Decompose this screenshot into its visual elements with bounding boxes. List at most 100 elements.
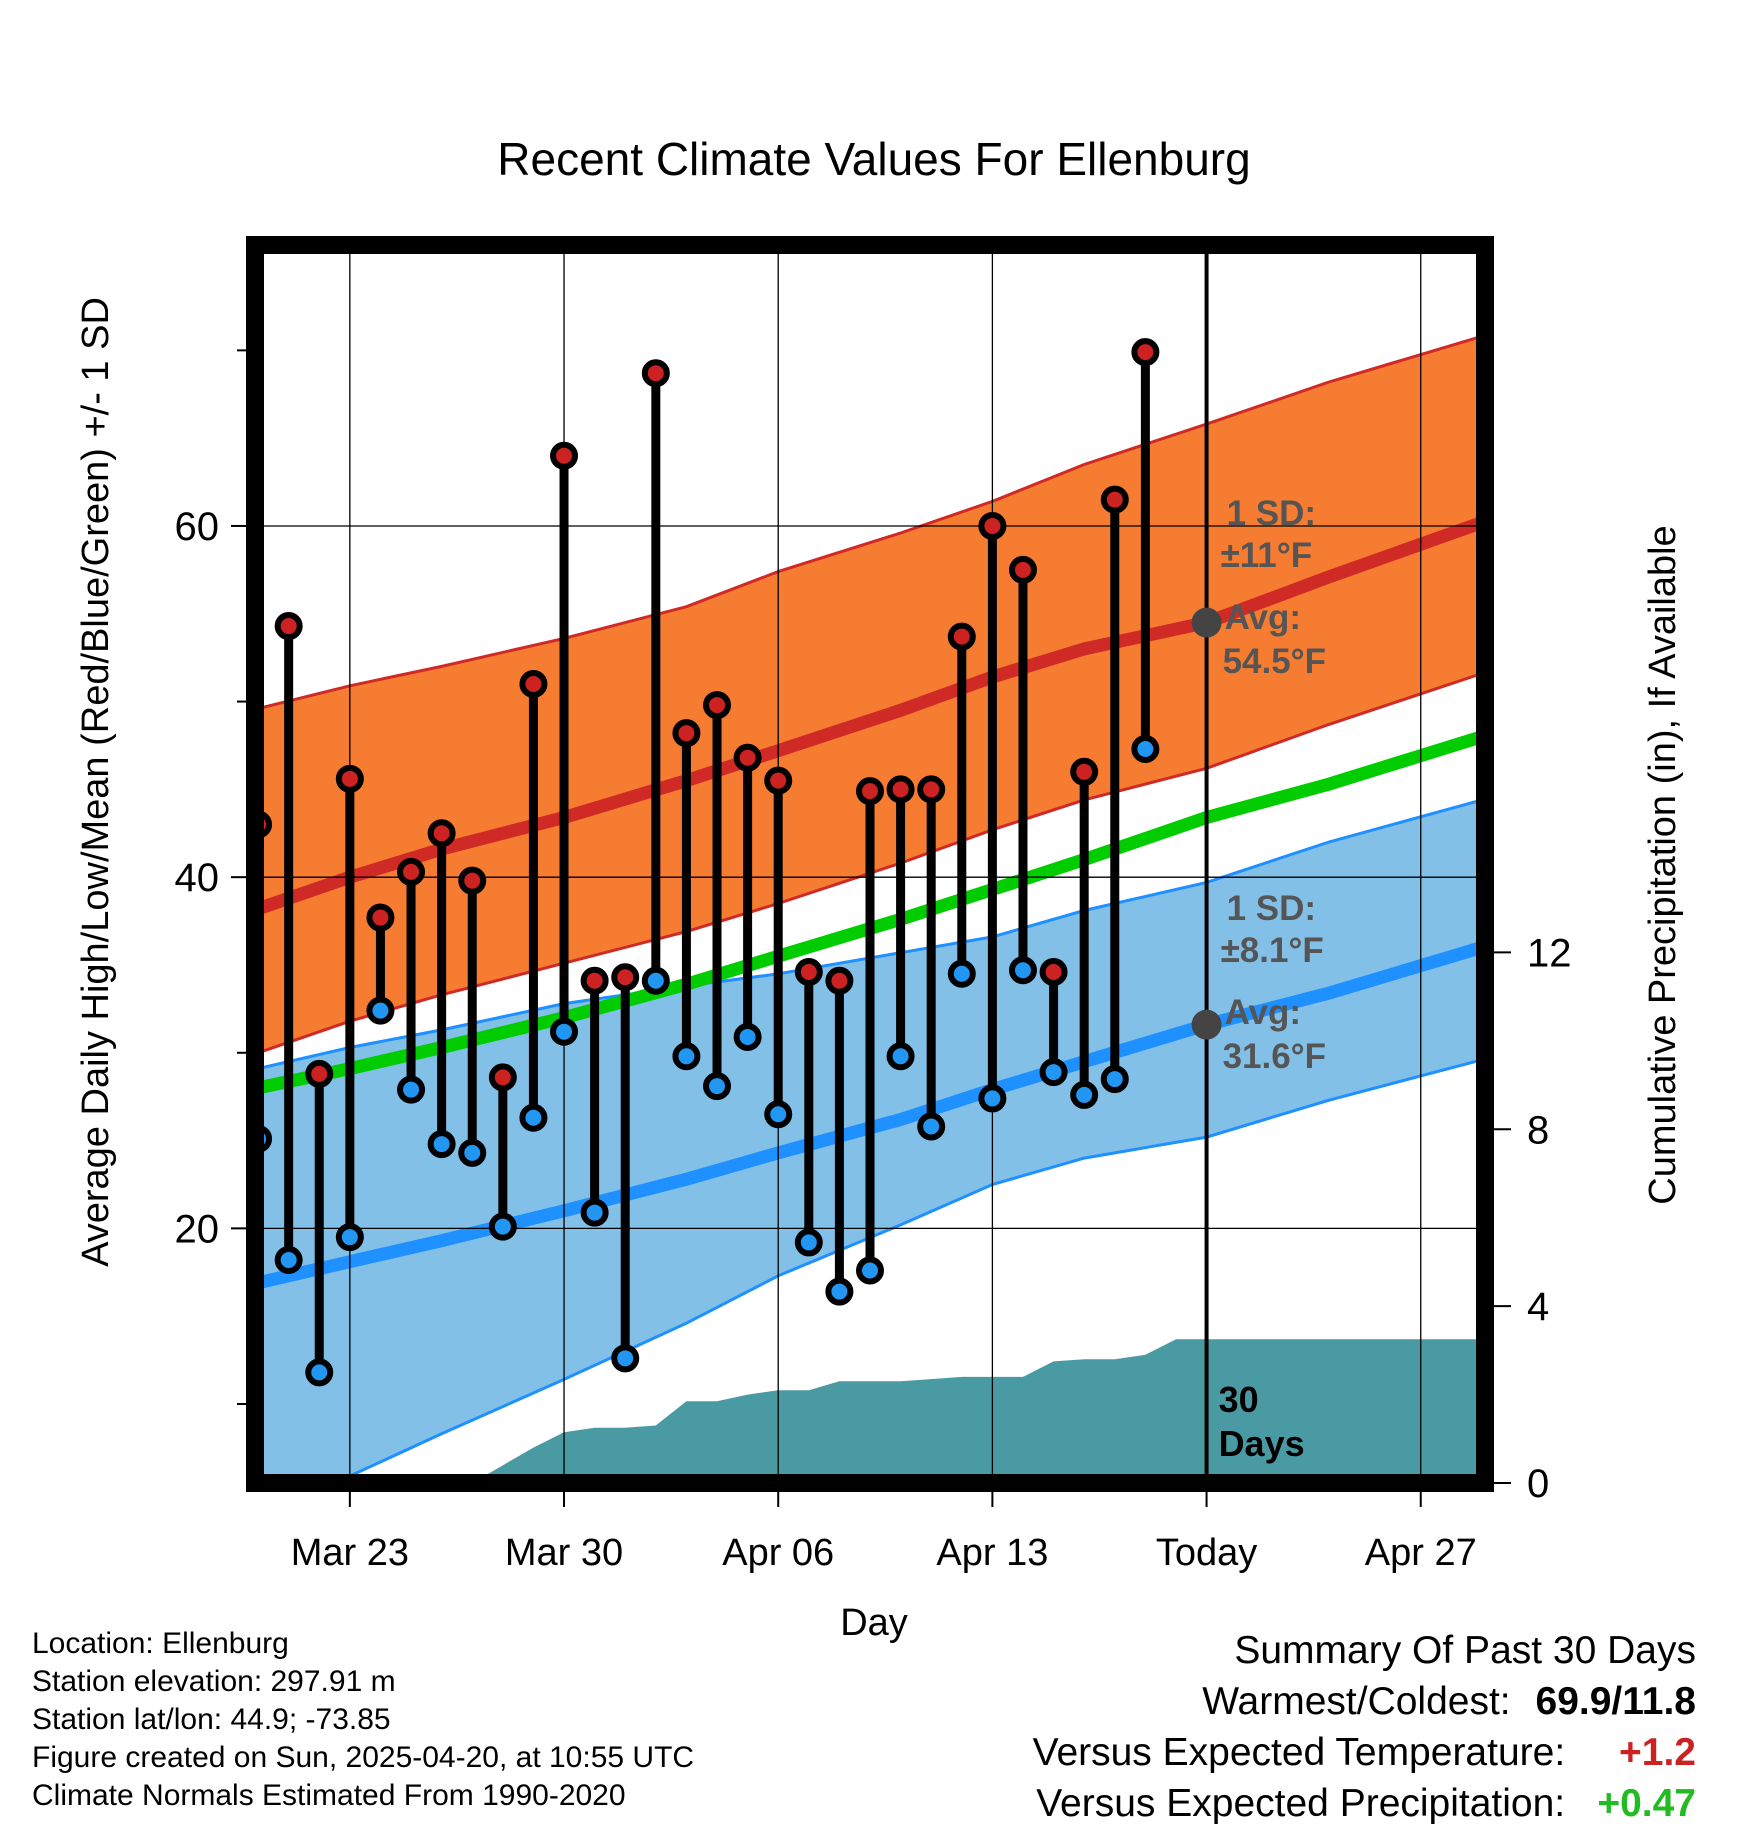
today-high-avg-point — [1191, 607, 1222, 638]
daily-high-point — [886, 775, 915, 804]
daily-low-point — [1008, 956, 1037, 985]
created-text: Figure created on Sun, 2025-04-20, at 10… — [32, 1741, 695, 1774]
x-axis-label: Day — [840, 1602, 908, 1644]
daily-low-point — [1039, 1058, 1068, 1087]
today-low-avg-point — [1191, 1009, 1222, 1040]
high-avg-line — [255, 516, 1485, 915]
daily-high-point — [458, 866, 487, 895]
daily-low-point — [580, 1198, 609, 1227]
daily-low-point — [764, 1100, 793, 1129]
low-annotation-sd-label: 1 SD: — [1227, 889, 1316, 928]
x-tick-label: Mar 23 — [291, 1532, 409, 1574]
warmest-value: 69.9/11.8 — [1535, 1680, 1697, 1723]
mean-avg-line — [256, 730, 1484, 1095]
daily-high-point — [611, 963, 640, 992]
summary-panel: Summary Of Past 30 Days Warmest/Coldest:… — [1033, 1625, 1696, 1829]
warmest-label: Warmest/Coldest: — [1202, 1680, 1511, 1723]
daily-low-point — [611, 1344, 640, 1373]
daily-low-point — [886, 1042, 915, 1071]
daily-low-point — [641, 966, 670, 995]
low-band-upper-edge — [257, 798, 1483, 1071]
daily-low-point — [703, 1072, 732, 1101]
daily-high-point — [397, 857, 426, 886]
daily-low-point — [397, 1075, 426, 1104]
high-annotation-avg-value: 54.5°F — [1223, 642, 1327, 681]
daily-high-point — [580, 966, 609, 995]
daily-high-point — [1131, 338, 1160, 367]
daily-high-point — [427, 819, 456, 848]
warmest-row: Warmest/Coldest: 69.9/11.8 — [1033, 1676, 1696, 1727]
daily-high-point — [488, 1063, 517, 1092]
high-band-upper-edge — [257, 334, 1483, 711]
high-band-lower-edge — [257, 672, 1483, 1055]
daily-high-point — [1100, 485, 1129, 514]
y2-tick-label: 12 — [1527, 931, 1572, 975]
daily-low-point — [335, 1223, 364, 1252]
daily-low-point — [305, 1358, 334, 1387]
daily-low-point — [856, 1256, 884, 1285]
normals-text: Climate Normals Estimated From 1990-2020 — [32, 1779, 626, 1812]
daily-low-point — [488, 1212, 517, 1241]
today-days-label: Days — [1219, 1423, 1305, 1464]
daily-high-point — [794, 957, 823, 986]
chart-title: Recent Climate Values For Ellenburg — [497, 133, 1250, 185]
daily-high-point — [550, 441, 579, 470]
daily-high-point — [917, 775, 946, 804]
daily-low-point — [1070, 1080, 1099, 1109]
x-tick-label: Today — [1156, 1532, 1257, 1574]
temp-value: +1.2 — [1619, 1731, 1696, 1774]
daily-high-point — [1039, 957, 1068, 986]
daily-high-point — [764, 766, 793, 795]
daily-high-point — [703, 691, 732, 720]
daily-high-point — [1070, 757, 1099, 786]
daily-low-point — [672, 1042, 701, 1071]
summary-title: Summary Of Past 30 Days — [1234, 1629, 1696, 1672]
daily-high-point — [947, 622, 976, 651]
daily-high-point — [978, 511, 1007, 540]
precip-row: Versus Expected Precipitation: +0.47 — [1033, 1778, 1696, 1829]
daily-low-point — [366, 996, 395, 1025]
daily-high-point — [733, 743, 762, 772]
low-annotation-avg-value: 31.6°F — [1223, 1037, 1327, 1076]
daily-high-point — [1008, 555, 1037, 584]
daily-high-point — [519, 670, 548, 699]
high-annotation-avg-label: Avg: — [1225, 598, 1301, 637]
daily-low-point — [550, 1017, 579, 1046]
y2-tick-label: 4 — [1527, 1285, 1549, 1329]
y2-tick-label: 8 — [1527, 1108, 1549, 1152]
daily-high-point — [305, 1059, 334, 1088]
precip-label: Versus Expected Precipitation: — [1036, 1782, 1566, 1825]
today-days-label: 30 — [1219, 1379, 1259, 1420]
x-tick-label: Mar 30 — [505, 1532, 623, 1574]
daily-high-point — [672, 719, 701, 748]
y-tick-label: 60 — [175, 505, 220, 549]
daily-low-point — [1131, 734, 1160, 763]
plot-frame — [246, 236, 1494, 1492]
daily-low-point — [917, 1112, 946, 1141]
elevation-text: Station elevation: 297.91 m — [32, 1665, 396, 1698]
y-tick-label: 40 — [175, 856, 220, 900]
daily-low-point — [274, 1245, 303, 1274]
daily-low-point — [733, 1022, 762, 1051]
x-tick-label: Apr 06 — [722, 1532, 834, 1574]
daily-high-point — [856, 777, 884, 806]
daily-low-point — [458, 1138, 487, 1167]
station-info: Location: Ellenburg Station elevation: 2… — [32, 1625, 694, 1815]
daily-high-point — [641, 359, 670, 388]
y-axis-label: Average Daily High/Low/Mean (Red/Blue/Gr… — [75, 297, 117, 1267]
location-text: Location: Ellenburg — [32, 1627, 289, 1660]
high-annotation-sd-value: ±11°F — [1221, 536, 1313, 575]
y2-axis-label: Cumulative Precipitation (in), If Availa… — [1642, 525, 1684, 1204]
x-tick-label: Apr 13 — [936, 1532, 1048, 1574]
daily-low-point — [427, 1130, 456, 1159]
temp-label: Versus Expected Temperature: — [1032, 1731, 1566, 1774]
precip-value: +0.47 — [1597, 1782, 1696, 1825]
daily-low-point — [978, 1084, 1007, 1113]
daily-high-point — [335, 764, 364, 793]
daily-high-point — [825, 966, 854, 995]
daily-low-point — [794, 1228, 823, 1257]
low-annotation-avg-label: Avg: — [1225, 993, 1301, 1032]
